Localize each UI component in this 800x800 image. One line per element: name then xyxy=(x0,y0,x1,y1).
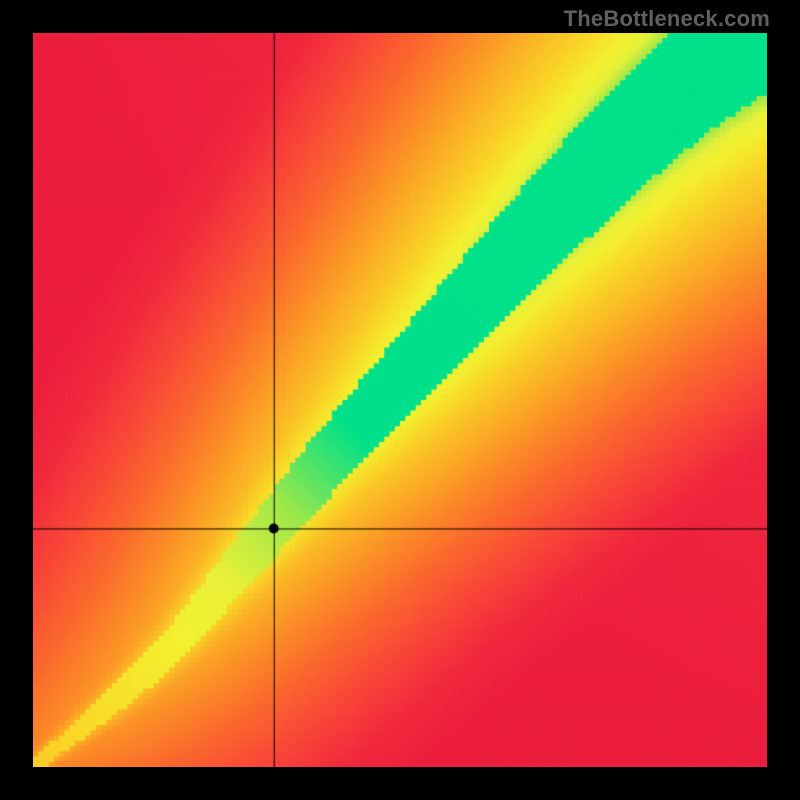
bottleneck-heatmap xyxy=(33,33,767,767)
chart-frame: TheBottleneck.com xyxy=(0,0,800,800)
watermark-text: TheBottleneck.com xyxy=(564,6,770,32)
